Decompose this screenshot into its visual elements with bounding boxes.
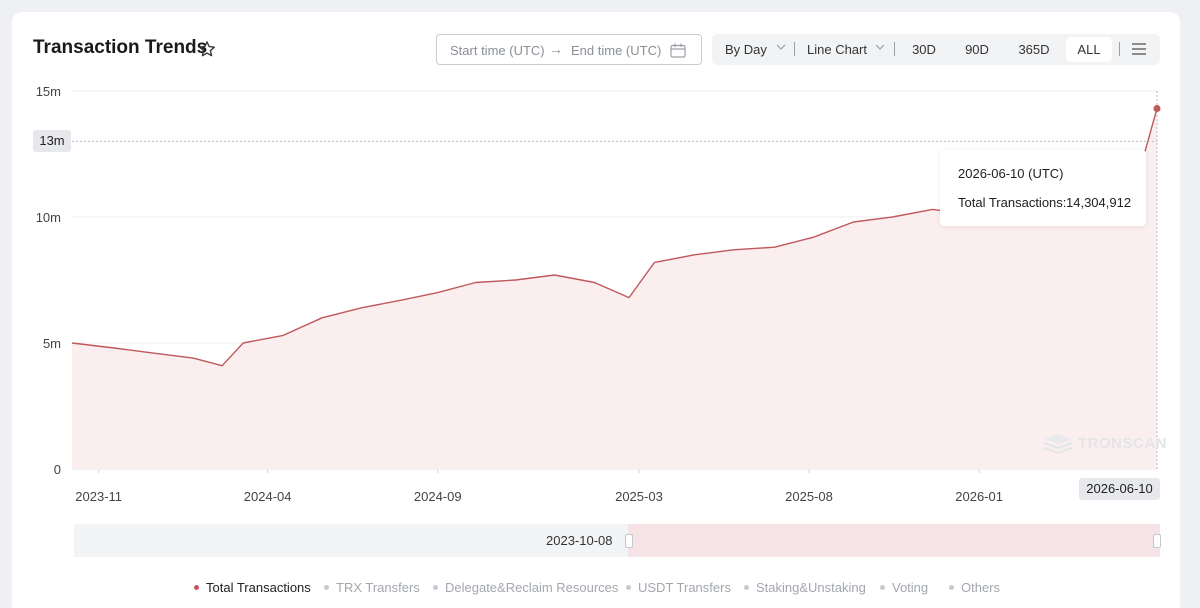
data-zoom-slider[interactable] <box>74 524 1161 557</box>
zoom-start-handle[interactable] <box>625 534 633 548</box>
legend-item[interactable]: TRX Transfers <box>324 580 420 595</box>
legend-item[interactable]: Total Transactions <box>194 580 311 595</box>
end-time-input[interactable]: End time (UTC) <box>571 43 662 58</box>
legend-label: Staking&Unstaking <box>756 580 866 595</box>
toolbar-divider <box>794 42 795 56</box>
date-range-picker[interactable]: Start time (UTC) → End time (UTC) <box>436 34 702 65</box>
legend-label: Total Transactions <box>206 580 311 595</box>
tooltip-label: Total Transactions: <box>958 195 1067 210</box>
menu-icon[interactable] <box>1132 43 1146 55</box>
range-365d-button[interactable]: 365D <box>1018 42 1050 57</box>
granularity-select[interactable]: By Day <box>725 42 767 57</box>
calendar-icon[interactable] <box>670 43 686 58</box>
legend-item[interactable]: Delegate&Reclaim Resources <box>433 580 618 595</box>
watermark: TRONSCAN <box>1042 432 1167 456</box>
arrow-right-icon: → <box>549 41 563 57</box>
tooltip-value: 14,304,912 <box>1066 195 1132 210</box>
legend-dot-icon <box>949 585 954 591</box>
legend-dot-icon <box>744 585 749 591</box>
favorite-star-icon[interactable] <box>198 40 216 58</box>
start-time-input[interactable]: Start time (UTC) <box>450 43 545 58</box>
tronscan-logo-icon <box>1043 434 1073 455</box>
legend-label: TRX Transfers <box>336 580 420 595</box>
legend-item[interactable]: Staking&Unstaking <box>744 580 866 595</box>
zoom-end-handle[interactable] <box>1153 534 1161 548</box>
crosshair-y-label: 13m <box>33 130 71 152</box>
zoom-selected-range[interactable] <box>628 524 1160 557</box>
toolbar-divider <box>1119 42 1120 56</box>
legend-dot-icon <box>626 585 631 591</box>
legend-item[interactable]: Voting <box>880 580 928 595</box>
legend-label: Others <box>961 580 1001 595</box>
page-title: Transaction Trends <box>33 37 208 58</box>
chevron-down-icon[interactable] <box>875 44 885 51</box>
chevron-down-icon[interactable] <box>776 44 786 51</box>
chart-toolbar: By Day Line Chart 30D 90D 365D ALL <box>712 34 1160 65</box>
crosshair-x-label: 2026-06-10 <box>1079 478 1160 500</box>
legend-label: Delegate&Reclaim Resources <box>445 580 619 595</box>
range-all-button[interactable]: ALL <box>1066 37 1112 62</box>
legend-dot-icon <box>194 585 199 591</box>
watermark-text: TRONSCAN <box>1078 435 1167 452</box>
chart-card <box>12 12 1180 608</box>
toolbar-divider <box>894 42 895 56</box>
tooltip-date: 2026-06-10 (UTC) <box>958 166 1064 181</box>
chart-type-select[interactable]: Line Chart <box>807 42 867 57</box>
range-90d-button[interactable]: 90D <box>965 42 989 57</box>
legend-label: USDT Transfers <box>638 580 731 595</box>
legend-item[interactable]: USDT Transfers <box>626 580 731 595</box>
range-30d-button[interactable]: 30D <box>912 42 936 57</box>
legend-dot-icon <box>433 585 438 591</box>
legend-label: Voting <box>892 580 929 595</box>
legend-dot-icon <box>880 585 885 591</box>
legend-dot-icon <box>324 585 329 591</box>
legend-item[interactable]: Others <box>949 580 1000 595</box>
chart-tooltip: 2026-06-10 (UTC) Total Transactions: 14,… <box>940 150 1146 226</box>
zoom-start-label: 2023-10-08 <box>546 533 613 548</box>
